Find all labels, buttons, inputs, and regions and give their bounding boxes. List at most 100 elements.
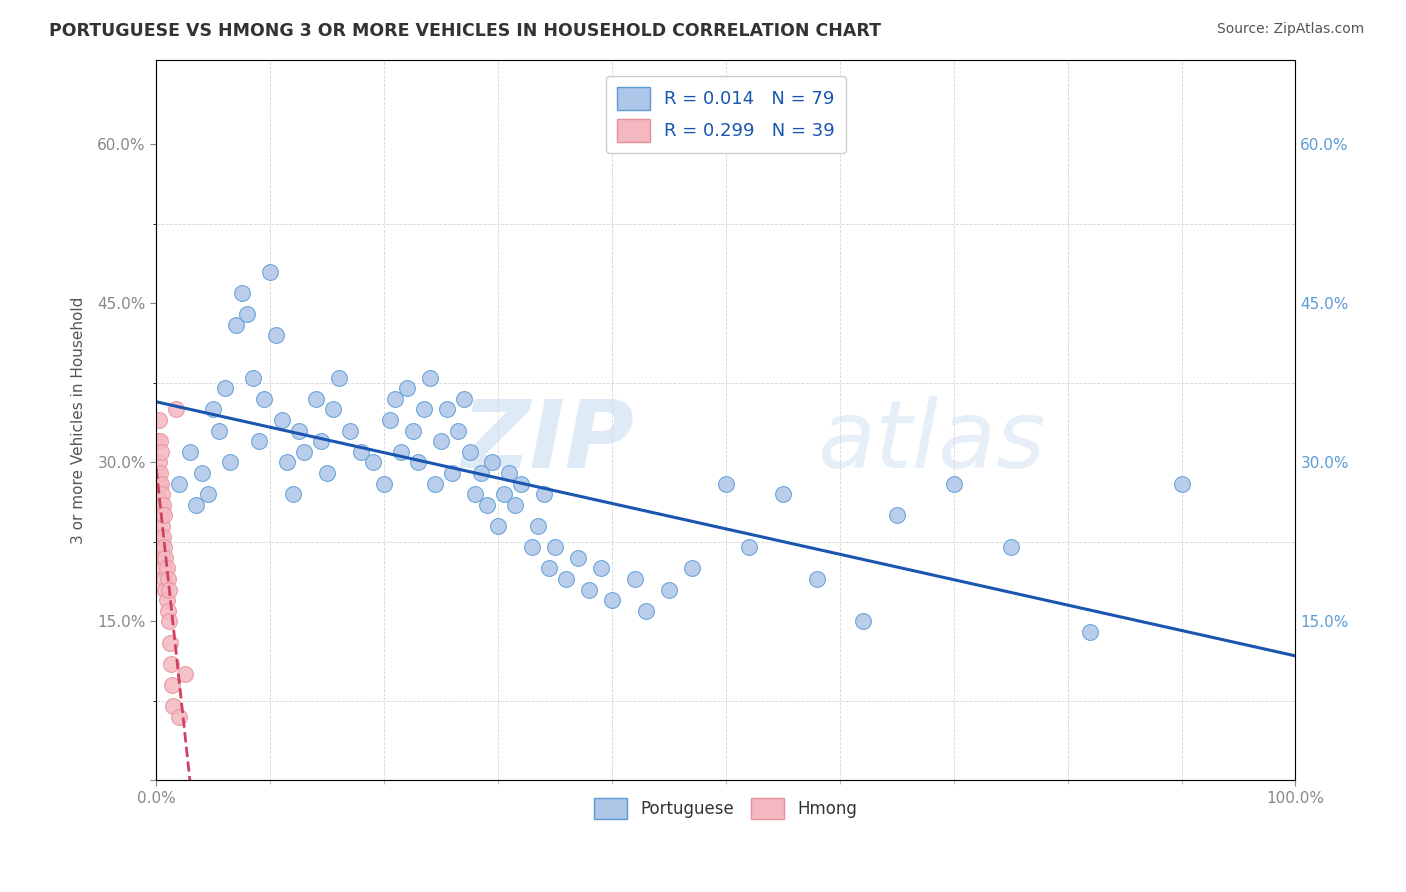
Point (492, 487, 515, 501)
Point (148, 508, 170, 523)
Point (259, 264, 281, 278)
Point (658, 582, 681, 597)
Point (636, 604, 658, 618)
Point (447, 424, 470, 438)
Point (623, 572, 645, 586)
Point (328, 370, 350, 384)
Point (148, 413, 170, 427)
Point (544, 540, 567, 554)
Point (503, 498, 526, 512)
Point (322, 402, 344, 417)
Point (219, 455, 242, 469)
Point (167, 709, 190, 723)
Point (527, 519, 550, 533)
Point (311, 434, 333, 449)
Point (401, 424, 423, 438)
Point (384, 392, 406, 406)
Point (270, 413, 292, 427)
Point (186, 498, 208, 512)
Point (153, 508, 176, 523)
Point (156, 604, 179, 618)
Point (533, 487, 555, 501)
Point (453, 392, 475, 406)
Point (305, 392, 328, 406)
Point (772, 487, 794, 501)
Point (441, 466, 464, 480)
Point (155, 550, 177, 565)
Point (155, 582, 177, 597)
Point (149, 434, 172, 449)
Point (150, 519, 173, 533)
Point (350, 444, 373, 458)
Point (149, 508, 172, 523)
Point (316, 466, 339, 480)
Point (470, 466, 492, 480)
Point (150, 550, 173, 565)
Legend: Portuguese, Hmong: Portuguese, Hmong (588, 791, 865, 826)
Point (157, 615, 180, 629)
Point (264, 328, 287, 343)
Point (509, 476, 531, 491)
Point (253, 392, 276, 406)
Point (152, 498, 174, 512)
Point (395, 381, 418, 395)
Point (146, 434, 169, 449)
Point (339, 424, 361, 438)
Point (1170, 476, 1192, 491)
Point (425, 476, 447, 491)
Point (153, 572, 176, 586)
Point (242, 370, 264, 384)
Point (413, 402, 436, 417)
Point (475, 498, 498, 512)
Point (231, 285, 253, 300)
Point (281, 487, 304, 501)
Point (458, 444, 481, 458)
Point (737, 540, 759, 554)
Point (214, 381, 236, 395)
Point (148, 455, 170, 469)
Point (498, 466, 520, 480)
Point (202, 402, 225, 417)
Point (681, 561, 703, 575)
Point (436, 402, 458, 417)
Point (389, 444, 412, 458)
Point (179, 444, 201, 458)
Point (149, 540, 172, 554)
Point (247, 434, 270, 449)
Point (197, 487, 219, 501)
Point (149, 498, 172, 512)
Point (236, 307, 259, 321)
Text: atlas: atlas (817, 396, 1045, 487)
Point (555, 572, 578, 586)
Point (160, 678, 183, 692)
Point (167, 476, 190, 491)
Point (942, 476, 965, 491)
Point (149, 476, 172, 491)
Point (1080, 624, 1102, 639)
Point (430, 434, 453, 449)
Point (406, 455, 429, 469)
Point (378, 413, 401, 427)
Point (173, 667, 195, 681)
Point (152, 561, 174, 575)
Point (155, 561, 177, 575)
Point (464, 487, 486, 501)
Point (600, 593, 623, 607)
Point (419, 370, 441, 384)
Point (538, 561, 561, 575)
Point (851, 615, 873, 629)
Text: ZIP: ZIP (461, 395, 634, 488)
Point (149, 466, 172, 480)
Point (292, 444, 315, 458)
Point (191, 466, 214, 480)
Text: Source: ZipAtlas.com: Source: ZipAtlas.com (1216, 22, 1364, 37)
Point (159, 635, 181, 649)
Point (148, 476, 170, 491)
Point (1000, 540, 1022, 554)
Point (567, 550, 589, 565)
Point (276, 455, 298, 469)
Y-axis label: 3 or more Vehicles in Household: 3 or more Vehicles in Household (72, 296, 86, 543)
Point (149, 444, 172, 458)
Point (155, 593, 177, 607)
Point (361, 455, 384, 469)
